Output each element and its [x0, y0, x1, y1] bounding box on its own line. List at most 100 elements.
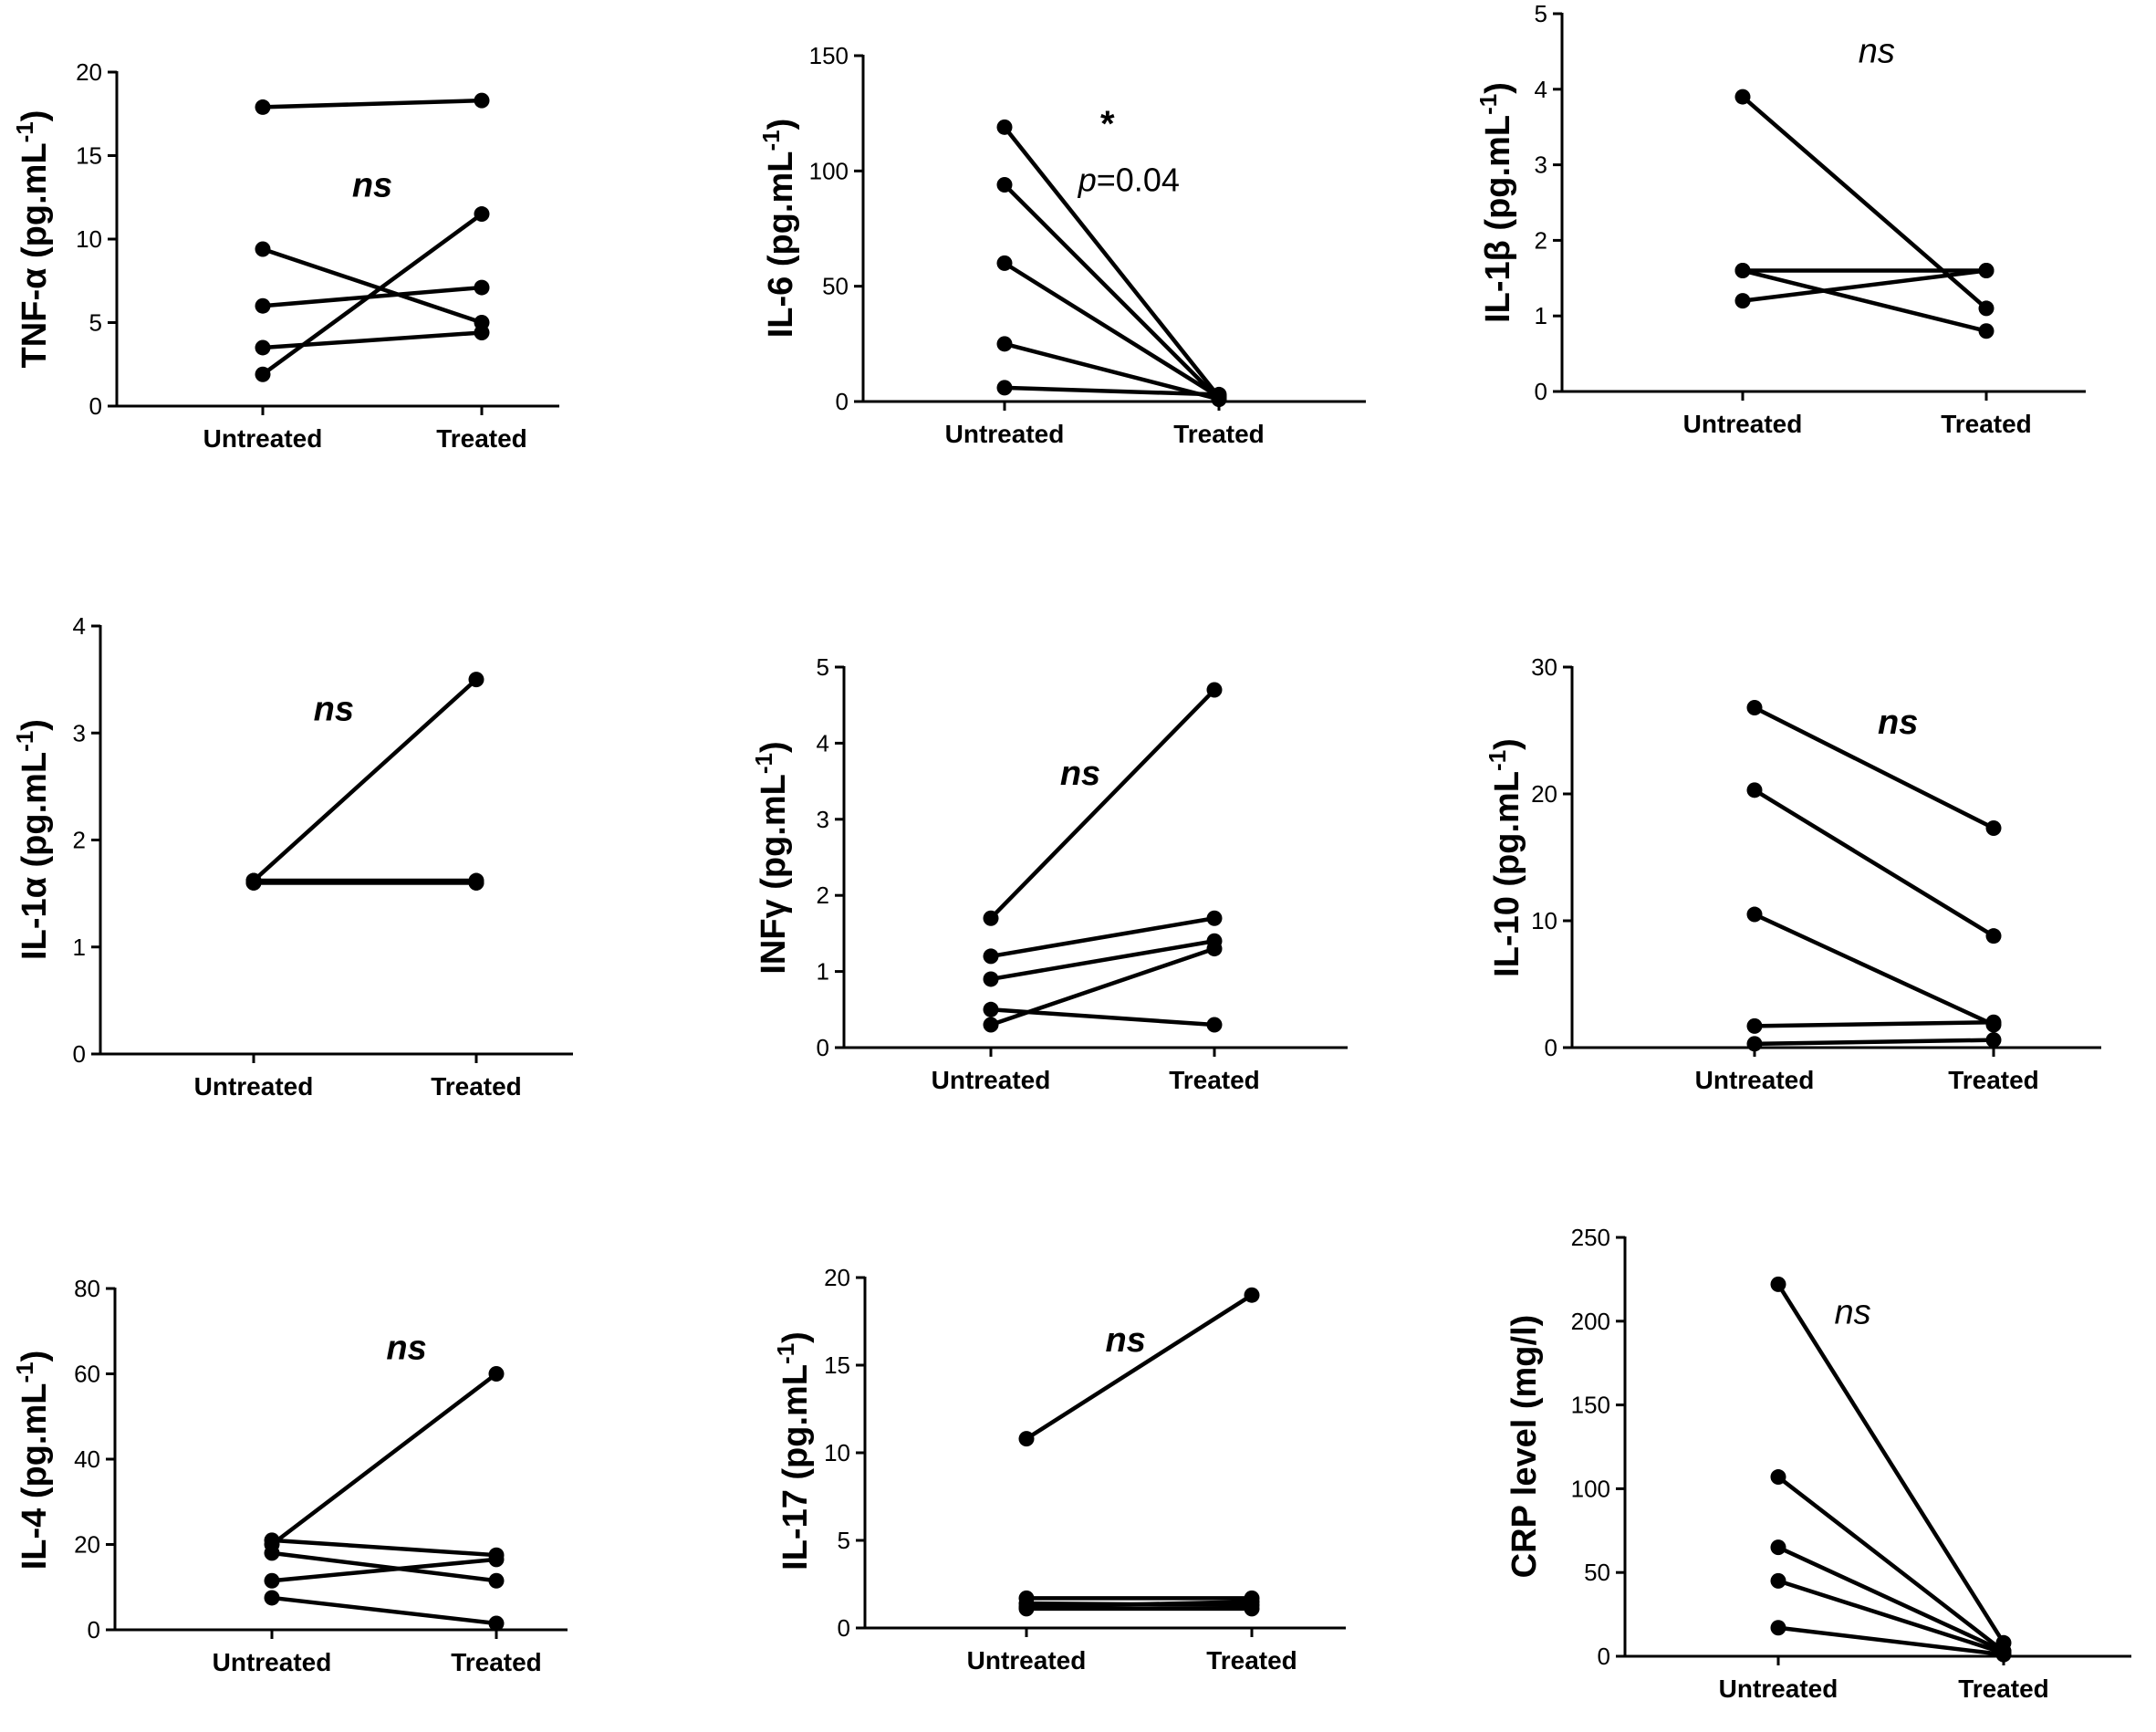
data-point-untreated: [255, 297, 271, 314]
chart-panel-3: 0 1 2 3 4 5 Untreated Treated IL-1β (pg.mL-1) ns: [1474, 0, 2086, 438]
data-point-treated: [1978, 263, 1995, 279]
data-point-untreated: [245, 874, 262, 891]
pair-line: [1025, 1293, 1254, 1441]
chart-panel-9: 0 50 100 150 200 250 Untreated Treated CRP level…: [1505, 1224, 2131, 1703]
data-point-treated: [488, 1615, 505, 1632]
x-category-label: Treated: [1958, 1675, 2049, 1703]
y-tick-label: 4: [73, 612, 86, 640]
chart-panel-6: 0 10 20 30 Untreated Treated IL-10 (pg.mL-1) ns: [1484, 653, 2101, 1094]
data-point-untreated: [1770, 1276, 1786, 1292]
data-point-treated: [1985, 1014, 2002, 1030]
x-category-label: Untreated: [194, 1072, 314, 1101]
y-tick-label: 50: [822, 273, 849, 300]
pair-line: [990, 916, 1215, 959]
y-tick-label: 60: [74, 1361, 100, 1388]
pair-line: [1776, 1475, 2005, 1654]
x-category-label: Untreated: [932, 1066, 1051, 1094]
y-tick-label: 0: [88, 1616, 100, 1643]
y-axis-title: CRP level (mg/l): [1505, 1315, 1544, 1579]
data-point-treated: [474, 92, 490, 109]
pair-line: [1753, 788, 1995, 938]
data-point-untreated: [1746, 782, 1763, 798]
y-tick-label: 15: [824, 1351, 850, 1379]
x-category-label: Untreated: [213, 1648, 332, 1676]
pair-line: [989, 688, 1216, 920]
data-point-treated: [1995, 1646, 2012, 1663]
y-tick-label: 1: [73, 934, 86, 961]
data-point-untreated: [264, 1532, 280, 1549]
data-point-untreated: [264, 1545, 280, 1561]
ns-annotation: ns: [1859, 32, 1895, 70]
y-tick-label: 5: [838, 1527, 850, 1554]
data-point-treated: [1244, 1601, 1260, 1617]
pair-line: [1004, 341, 1220, 402]
data-point-untreated: [996, 255, 1013, 271]
y-tick-label: 5: [89, 309, 102, 337]
y-tick-label: 5: [817, 653, 829, 681]
pair-line: [271, 1550, 497, 1583]
x-category-label: Treated: [1948, 1066, 2039, 1094]
data-point-untreated: [983, 910, 999, 926]
y-tick-label: 20: [824, 1264, 850, 1291]
chart-panel-4: 0 1 2 3 4 Untreated Treated IL-1α (pg.mL-1) ns: [11, 612, 573, 1101]
pair-line: [271, 1538, 497, 1558]
pair-line: [990, 939, 1215, 982]
data-point-treated: [1985, 1032, 2002, 1049]
ns-annotation: ns: [1060, 755, 1100, 793]
pair-line: [262, 330, 483, 350]
data-point-untreated: [983, 1017, 999, 1033]
chart-panel-8: 0 5 10 15 20 Untreated Treated IL-17 (pg.mL-1) n…: [772, 1264, 1346, 1675]
ns-annotation: ns: [386, 1329, 426, 1367]
y-tick-label: 100: [1571, 1475, 1610, 1502]
p-value-label: p=0.04: [1078, 161, 1180, 198]
x-category-label: Untreated: [1695, 1066, 1815, 1094]
chart-panel-7: 0 20 40 60 80 Untreated Treated IL-4 (pg.mL-1) n…: [11, 1275, 568, 1676]
y-tick-label: 1: [1535, 302, 1547, 329]
pair-line: [1753, 705, 1995, 830]
x-category-label: Untreated: [1683, 410, 1803, 438]
data-point-untreated: [996, 119, 1013, 135]
data-point-treated: [488, 1366, 505, 1382]
data-point-treated: [1985, 928, 2002, 944]
y-tick-label: 0: [836, 388, 849, 415]
y-axis-title: IL-10 (pg.mL-1): [1484, 738, 1526, 977]
x-category-label: Treated: [1173, 420, 1265, 448]
data-point-treated: [468, 672, 484, 688]
y-tick-label: 3: [817, 806, 829, 833]
pair-line: [1754, 1038, 1995, 1047]
y-tick-label: 15: [76, 142, 102, 170]
x-category-label: Untreated: [945, 420, 1065, 448]
data-point-untreated: [1770, 1620, 1786, 1636]
pair-line: [262, 246, 483, 325]
x-category-label: Treated: [431, 1072, 522, 1101]
y-tick-label: 3: [73, 719, 86, 746]
y-axis-title: IL-6 (pg.mL-1): [757, 119, 800, 339]
pair-line: [1777, 1579, 2005, 1655]
y-tick-label: 2: [817, 882, 829, 909]
y-tick-label: 0: [89, 392, 102, 420]
ns-annotation: ns: [1106, 1321, 1146, 1360]
y-tick-label: 0: [838, 1614, 850, 1642]
pair-line: [262, 98, 483, 110]
pair-line: [261, 212, 484, 377]
y-tick-label: 20: [1531, 780, 1557, 808]
data-point-treated: [1978, 300, 1995, 317]
pair-line: [1754, 913, 1995, 1028]
data-point-treated: [1206, 1017, 1223, 1033]
data-point-untreated: [983, 948, 999, 965]
data-point-treated: [1206, 910, 1223, 926]
data-point-treated: [1206, 682, 1223, 698]
x-category-label: Treated: [451, 1648, 542, 1676]
y-tick-label: 0: [73, 1040, 86, 1068]
y-tick-label: 250: [1571, 1224, 1610, 1251]
data-point-untreated: [1746, 699, 1763, 715]
data-point-untreated: [1734, 263, 1751, 279]
data-point-untreated: [1018, 1601, 1035, 1617]
pair-line: [1026, 1599, 1253, 1610]
data-point-untreated: [1770, 1469, 1786, 1486]
ns-annotation: ns: [1834, 1294, 1870, 1332]
pair-line: [270, 1372, 498, 1547]
data-point-untreated: [255, 99, 271, 115]
